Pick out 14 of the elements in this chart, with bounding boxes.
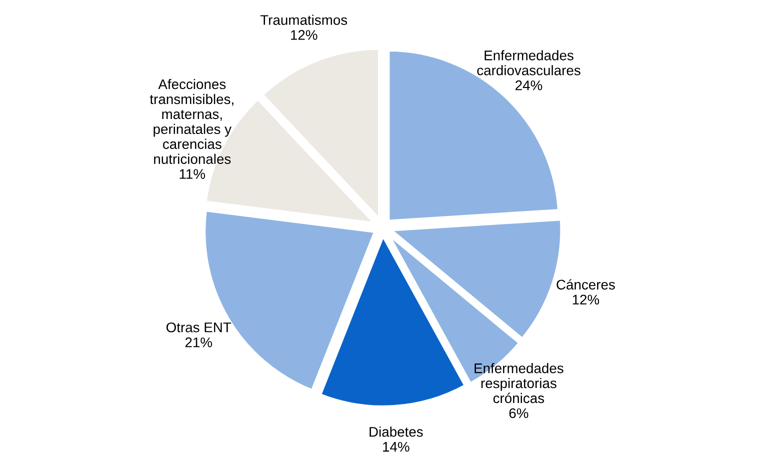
slice-label: Otras ENT: [166, 322, 232, 332]
data-label: 11%: [180, 169, 206, 179]
data-label: 14%: [383, 442, 410, 452]
slice-label: Cánceres: [556, 279, 615, 290]
data-label: 12%: [291, 30, 318, 40]
data-label: 6%: [509, 408, 528, 418]
slice-label: Enfermedades cardiovasculares: [477, 50, 580, 76]
data-label: 12%: [572, 294, 600, 304]
data-label: 24%: [516, 80, 542, 90]
slice-label: Afecciones transmisibles, maternas, perinatales y carencias nutricionales: [150, 78, 234, 164]
slice-label: Enfermedades respiratorias crónicas: [474, 363, 564, 404]
data-label: 21%: [185, 337, 212, 348]
slice-label: Diabetes: [370, 426, 423, 437]
slice-label: Traumatismos: [260, 14, 348, 25]
